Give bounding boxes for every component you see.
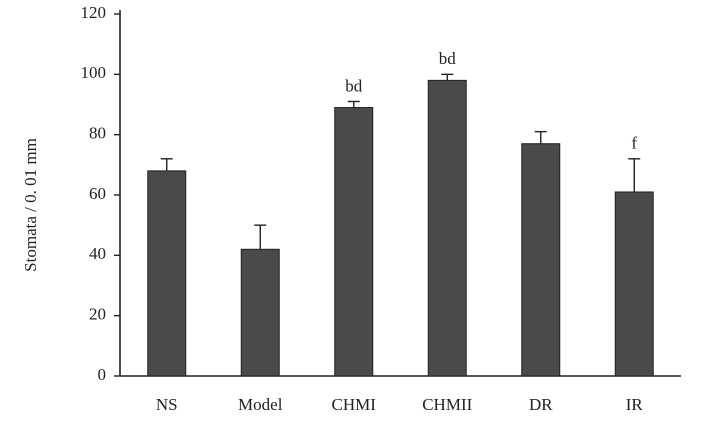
- error-bar: [160, 158, 173, 171]
- error-bar: [628, 158, 641, 192]
- y-tick-label: 0: [98, 365, 107, 384]
- bar: [614, 191, 654, 377]
- annotation: f: [631, 134, 637, 153]
- y-tick-label: 40: [89, 244, 106, 263]
- y-tick-label: 20: [89, 305, 106, 324]
- bar: [240, 248, 280, 377]
- x-tick-label: CHMII: [422, 395, 472, 414]
- error-bar: [254, 224, 267, 250]
- annotation: bd: [345, 76, 363, 95]
- y-tick-label: 100: [81, 63, 107, 82]
- bar: [334, 107, 374, 377]
- x-tick-label: DR: [529, 395, 553, 414]
- x-tick-label: CHMI: [332, 395, 377, 414]
- error-bar: [347, 100, 360, 108]
- x-tick-label: Model: [238, 395, 283, 414]
- bar: [147, 170, 187, 377]
- y-axis-label: Stomata / 0. 01 mm: [21, 138, 40, 272]
- bar: [427, 79, 467, 377]
- x-tick-label: NS: [156, 395, 178, 414]
- annotation: bd: [439, 49, 457, 68]
- y-tick-label: 120: [81, 3, 107, 22]
- bar: [521, 143, 561, 377]
- y-tick-label: 60: [89, 184, 106, 203]
- error-bar: [441, 73, 454, 81]
- y-tick-label: 80: [89, 124, 106, 143]
- x-tick-label: IR: [626, 395, 644, 414]
- error-bar: [534, 130, 547, 144]
